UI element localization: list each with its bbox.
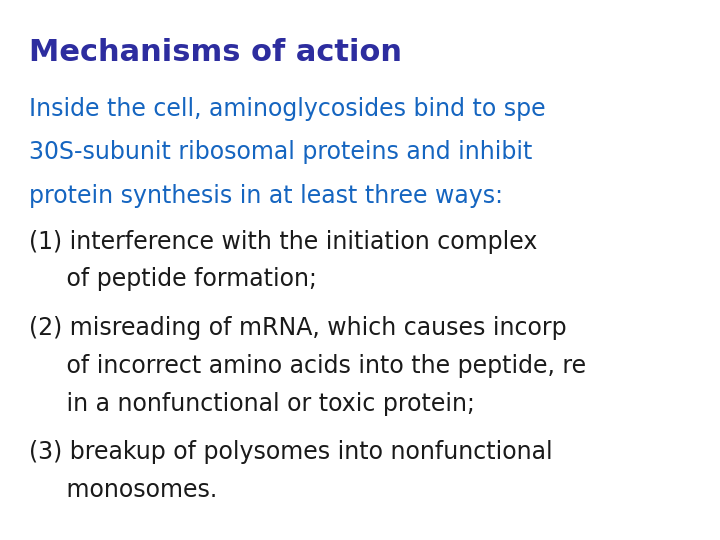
Text: Mechanisms of action: Mechanisms of action (29, 38, 402, 67)
Text: 30S-subunit ribosomal proteins and inhibit: 30S-subunit ribosomal proteins and inhib… (29, 140, 532, 164)
Text: of peptide formation;: of peptide formation; (29, 267, 317, 291)
Text: protein synthesis in at least three ways:: protein synthesis in at least three ways… (29, 184, 503, 207)
Text: Inside the cell, aminoglycosides bind to spe: Inside the cell, aminoglycosides bind to… (29, 97, 546, 121)
Text: of incorrect amino acids into the peptide, re: of incorrect amino acids into the peptid… (29, 354, 586, 377)
Text: (3) breakup of polysomes into nonfunctional: (3) breakup of polysomes into nonfunctio… (29, 440, 552, 464)
Text: monosomes.: monosomes. (29, 478, 217, 502)
Text: (1) interference with the initiation complex: (1) interference with the initiation com… (29, 230, 537, 253)
Text: in a nonfunctional or toxic protein;: in a nonfunctional or toxic protein; (29, 392, 474, 415)
Text: (2) misreading of mRNA, which causes incorp: (2) misreading of mRNA, which causes inc… (29, 316, 567, 340)
